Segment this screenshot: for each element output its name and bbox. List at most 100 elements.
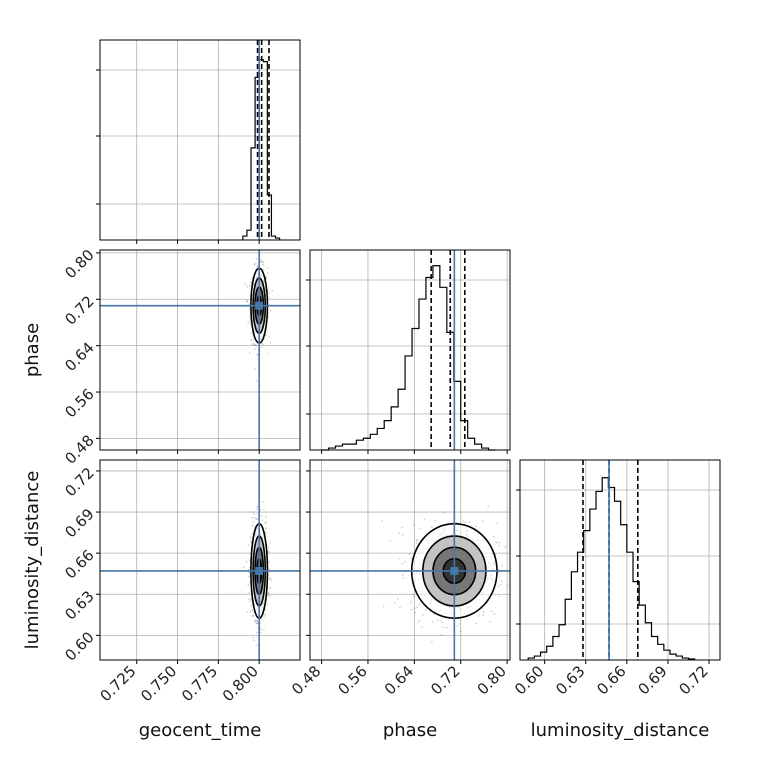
sample-point — [269, 577, 272, 580]
x-tick-label: 0.72 — [676, 662, 712, 698]
sample-point — [410, 557, 413, 560]
sample-point — [431, 526, 433, 529]
sample-point — [269, 541, 271, 544]
y-axis-label-luminosity-distance: luminosity_distance — [22, 471, 43, 650]
sample-point — [261, 519, 264, 522]
sample-point — [254, 368, 256, 370]
sample-point — [264, 527, 267, 530]
sample-point — [248, 352, 251, 354]
sample-point — [265, 515, 267, 518]
sample-point — [255, 379, 258, 382]
x-tick-label: 0.63 — [552, 662, 588, 698]
sample-point — [265, 334, 267, 337]
sample-point — [490, 610, 493, 613]
sample-point — [249, 281, 252, 284]
x-tick-label: 0.69 — [634, 662, 670, 698]
sample-point — [245, 560, 248, 563]
sample-point — [475, 622, 478, 625]
sample-point — [421, 626, 423, 629]
panel-joint-phase-luminosity_distance: 0.48 0.56 0.64 0.72 0.80 — [288, 459, 516, 698]
sample-point — [269, 587, 272, 590]
sample-point — [252, 520, 255, 523]
joint-content — [310, 460, 516, 660]
sample-point — [410, 601, 413, 604]
sample-point — [497, 585, 499, 587]
sample-point — [260, 260, 263, 262]
sample-point — [263, 508, 265, 511]
sample-point — [248, 284, 251, 287]
histogram-phase — [321, 265, 496, 451]
sample-point — [459, 630, 462, 633]
sample-point — [263, 615, 265, 618]
sample-point — [246, 300, 249, 303]
sample-point — [246, 285, 249, 288]
y-tick-label: 0.72 — [61, 292, 97, 328]
sample-point — [261, 501, 264, 504]
sample-point — [250, 339, 252, 342]
sample-point — [256, 508, 259, 510]
sample-point — [269, 341, 272, 344]
sample-point — [256, 622, 259, 625]
sample-point — [414, 612, 416, 614]
sample-point — [442, 626, 445, 628]
y-tick-label: 0.72 — [61, 464, 97, 500]
sample-point — [500, 565, 503, 568]
sample-point — [514, 621, 516, 623]
x-axis-label-phase: phase — [383, 720, 437, 741]
y-tick-label: 0.64 — [61, 339, 97, 375]
sample-point — [248, 591, 251, 594]
sample-point — [249, 610, 252, 613]
sample-point — [255, 344, 258, 347]
sample-point — [267, 550, 270, 552]
sample-point — [456, 625, 458, 627]
sample-point — [423, 518, 426, 521]
x-tick-label: 0.775 — [178, 662, 221, 705]
sample-point — [416, 606, 419, 609]
sample-point — [256, 265, 259, 267]
sample-point — [413, 607, 416, 610]
sample-point — [269, 309, 272, 312]
panel-border — [309, 459, 511, 661]
sample-point — [251, 615, 254, 617]
x-tick-label: 0.800 — [219, 662, 262, 705]
y-tick-label: 0.63 — [61, 587, 97, 623]
sample-point — [247, 544, 250, 547]
sample-point — [417, 621, 419, 624]
sample-point — [419, 527, 422, 530]
sample-point — [442, 511, 445, 514]
sample-point — [242, 566, 245, 569]
sample-point — [257, 244, 259, 246]
sample-point — [402, 577, 405, 579]
sample-point — [501, 580, 504, 582]
sample-point — [512, 590, 514, 592]
sample-point — [250, 332, 253, 335]
y-axis-label-phase: phase — [22, 323, 43, 377]
sample-point — [250, 540, 252, 543]
sample-point — [251, 609, 254, 611]
sample-point — [268, 560, 270, 563]
sample-point — [259, 259, 262, 261]
sample-point — [252, 338, 255, 341]
sample-point — [253, 517, 256, 519]
sample-point — [397, 557, 400, 560]
sample-point — [464, 521, 467, 524]
panel-border — [99, 249, 301, 451]
sample-point — [256, 631, 258, 634]
sample-point — [270, 579, 273, 582]
sample-point — [401, 533, 404, 536]
sample-point — [492, 535, 495, 538]
sample-point — [249, 600, 251, 603]
sample-point — [259, 628, 262, 631]
sample-point — [404, 561, 406, 563]
sample-point — [499, 584, 502, 586]
sample-point — [271, 289, 274, 292]
x-tick-label: 0.64 — [381, 662, 417, 698]
sample-point — [396, 597, 399, 600]
sample-point — [256, 644, 259, 647]
panel-background — [310, 250, 510, 450]
sample-point — [487, 505, 490, 508]
sample-point — [412, 593, 414, 596]
sample-point — [513, 595, 515, 597]
sample-point — [262, 263, 264, 266]
